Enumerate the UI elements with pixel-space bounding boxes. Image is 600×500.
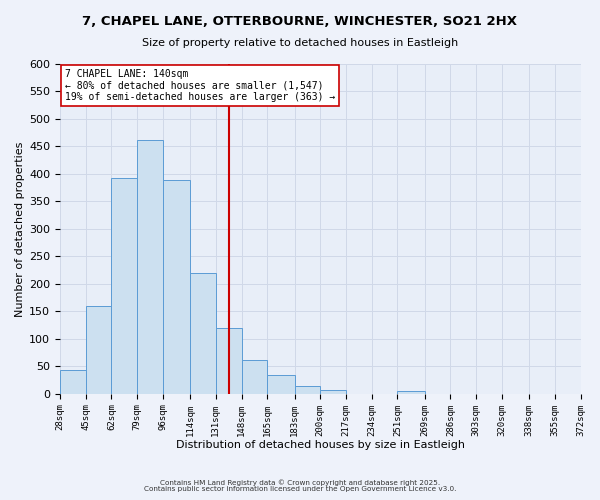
Bar [163, 180, 190, 394]
Text: Size of property relative to detached houses in Eastleigh: Size of property relative to detached ho… [142, 38, 458, 48]
Text: 7, CHAPEL LANE, OTTERBOURNE, WINCHESTER, SO21 2HX: 7, CHAPEL LANE, OTTERBOURNE, WINCHESTER,… [83, 15, 517, 28]
Bar [60, 370, 86, 394]
Bar [295, 386, 320, 394]
Bar [268, 374, 295, 394]
Bar [320, 390, 346, 394]
Text: 7 CHAPEL LANE: 140sqm
← 80% of detached houses are smaller (1,547)
19% of semi-d: 7 CHAPEL LANE: 140sqm ← 80% of detached … [65, 69, 335, 102]
Text: Contains HM Land Registry data © Crown copyright and database right 2025.
Contai: Contains HM Land Registry data © Crown c… [144, 479, 456, 492]
Bar [112, 178, 137, 394]
Bar [86, 306, 112, 394]
Bar [137, 140, 163, 394]
Bar [242, 360, 268, 394]
X-axis label: Distribution of detached houses by size in Eastleigh: Distribution of detached houses by size … [176, 440, 465, 450]
Bar [397, 390, 425, 394]
Bar [190, 273, 216, 394]
Y-axis label: Number of detached properties: Number of detached properties [15, 141, 25, 316]
Bar [216, 328, 242, 394]
